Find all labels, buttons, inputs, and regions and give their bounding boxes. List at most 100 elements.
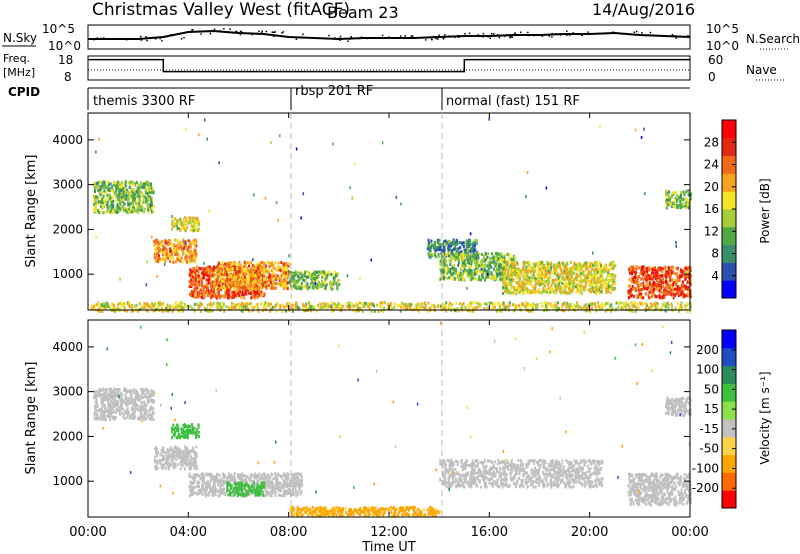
power-cell <box>526 262 529 266</box>
power-cell <box>642 265 645 269</box>
power-cell <box>221 260 224 264</box>
power-cell <box>158 257 161 261</box>
power-cell <box>193 295 196 299</box>
power-cell <box>201 280 203 284</box>
power-cell <box>208 291 211 295</box>
power-cell <box>446 271 448 275</box>
power-cell <box>153 256 156 260</box>
power-cell <box>97 188 100 192</box>
power-cell <box>148 182 151 186</box>
power-cell <box>444 239 447 243</box>
power-cell <box>651 267 654 270</box>
power-cell <box>668 190 671 194</box>
power-cell <box>424 304 427 308</box>
power-cell <box>505 253 508 256</box>
power-cell <box>259 276 262 280</box>
power-cell <box>576 264 579 268</box>
power-cell <box>669 283 672 287</box>
power-cell <box>161 253 164 257</box>
power-cell <box>578 263 581 267</box>
power-cell <box>108 197 111 201</box>
power-cell <box>150 191 153 195</box>
power-cell <box>506 266 509 270</box>
power-cell <box>637 306 640 310</box>
power-cell <box>603 265 605 268</box>
power-cell <box>635 287 638 291</box>
power-cell <box>637 286 640 290</box>
power-cell <box>355 309 358 313</box>
power-cell <box>632 279 635 283</box>
nsearch-dot <box>223 28 225 30</box>
power-cell <box>482 276 485 280</box>
power-cell <box>166 255 169 259</box>
power-cell <box>556 284 559 288</box>
power-cell <box>117 197 120 201</box>
power-cell <box>284 284 287 288</box>
power-cell <box>558 282 561 286</box>
power-cell <box>382 309 385 313</box>
power-cell <box>442 276 445 280</box>
power-cell <box>333 279 336 283</box>
power-cell <box>361 309 364 313</box>
power-cell <box>193 278 196 282</box>
power-cell <box>195 255 198 259</box>
power-cell <box>682 202 685 206</box>
power-cell <box>668 200 671 204</box>
power-cell <box>145 303 148 307</box>
power-cell <box>246 303 249 307</box>
power-cell <box>226 279 229 282</box>
power-cell <box>522 290 525 294</box>
power-cell <box>689 295 692 299</box>
power-cell <box>195 244 198 248</box>
power-cell <box>591 302 594 306</box>
power-cell <box>117 193 120 197</box>
power-cell <box>604 282 607 286</box>
power-cell <box>203 294 206 298</box>
power-cell <box>561 287 564 291</box>
power-cell <box>575 266 578 270</box>
power-cell <box>262 306 265 310</box>
power-cell <box>449 256 452 260</box>
power-cell <box>533 270 535 274</box>
power-cell <box>270 284 273 288</box>
nsearch-dot <box>183 36 185 39</box>
power-cell <box>434 253 436 257</box>
power-cell <box>138 199 141 203</box>
power-cell <box>563 309 566 313</box>
power-cell <box>462 241 465 245</box>
power-cell <box>334 275 336 279</box>
power-cell <box>108 187 111 191</box>
power-cell <box>204 269 206 273</box>
power-cell <box>191 259 194 263</box>
power-cell <box>315 286 318 290</box>
nsearch-dot <box>302 36 304 39</box>
power-cell <box>210 289 213 293</box>
power-cell <box>613 286 616 290</box>
power-cell <box>518 287 521 291</box>
power-cell <box>566 274 569 278</box>
power-cell <box>680 194 682 197</box>
power-cell <box>634 275 637 279</box>
power-cell <box>498 303 501 307</box>
power-cell <box>137 201 140 205</box>
power-cell <box>262 266 265 270</box>
power-cell <box>99 193 102 197</box>
power-cell <box>521 280 524 284</box>
power-cell <box>517 282 520 286</box>
power-cell <box>184 218 187 222</box>
power-cell <box>208 271 211 275</box>
power-cell <box>250 260 253 264</box>
nsearch-dot <box>498 36 501 39</box>
power-cell <box>481 274 484 278</box>
nsearch-dot <box>358 37 360 40</box>
power-cell <box>107 305 110 308</box>
power-cell <box>227 263 230 267</box>
power-cell <box>483 255 485 258</box>
power-cell <box>266 260 269 264</box>
power-cell <box>227 270 230 274</box>
power-cell <box>285 268 288 272</box>
nsearch-dot <box>125 38 128 41</box>
power-cell <box>215 294 218 298</box>
power-cell <box>106 180 109 184</box>
power-cell <box>529 290 532 294</box>
